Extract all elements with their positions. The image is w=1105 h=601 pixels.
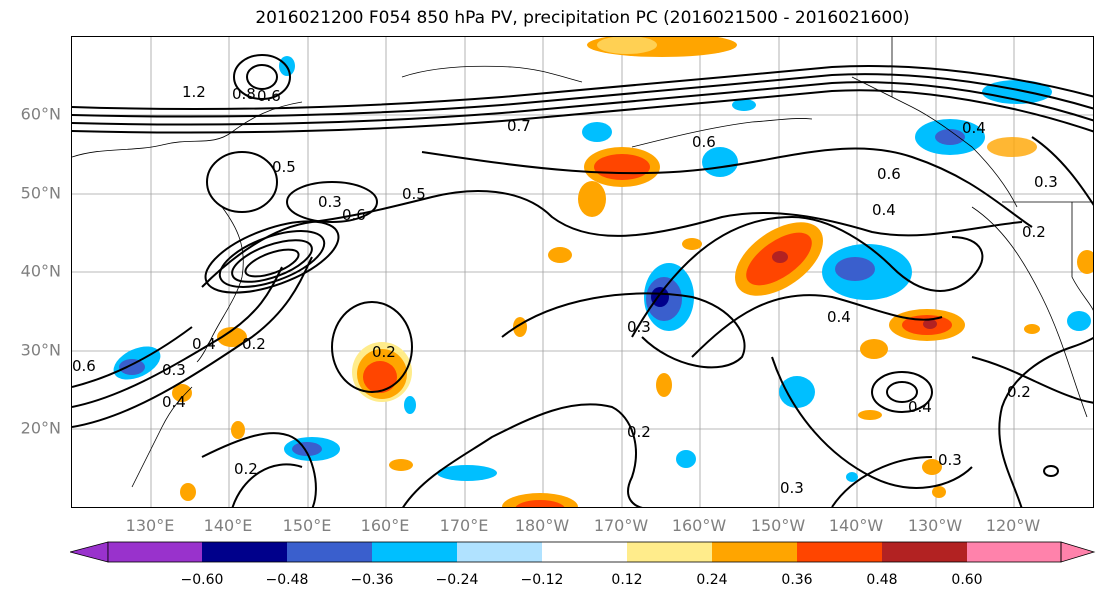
colorbar-tick-label: 0.12 [611,572,643,588]
contour-label: 0.3 [780,479,804,497]
contour-label: 0.6 [877,165,901,183]
lon-label: 130°E [125,516,175,535]
contour-label: 1.2 [182,83,206,101]
contour-label: 0.2 [234,460,258,478]
lat-label: 50°N [20,183,61,203]
lon-label: 120°W [985,516,1041,535]
contour-label: 0.3 [1034,173,1058,191]
lon-label: 170°E [439,516,489,535]
contour-label: 0.2 [242,335,266,353]
colorbar-tick-label: −0.24 [435,572,479,588]
lon-label: 130°W [907,516,963,535]
colorbar-tick-label: −0.48 [265,572,309,588]
lat-label: 40°N [20,261,61,281]
lon-label: 140°W [828,516,884,535]
coastlines [72,37,1093,488]
colorbar-tick-label: 0.24 [696,572,728,588]
contour-label: 0.3 [162,361,186,379]
contour-label: 0.3 [318,193,342,211]
lat-label: 20°N [20,418,61,438]
contour-label: 0.3 [627,318,651,336]
lon-label: 170°W [593,516,649,535]
contour-label: 0.6 [342,206,366,224]
colorbar-swatch [457,542,542,562]
colorbar-tick-label: 0.60 [951,572,983,588]
contour-label: 0.5 [402,185,426,203]
contour-label: 0.2 [1007,383,1031,401]
lon-label: 150°E [282,516,332,535]
colorbar-swatch [372,542,457,562]
colorbar-swatch [108,542,202,562]
lon-label: 160°E [360,516,410,535]
colorbar-tick-label: −0.36 [350,572,394,588]
contour-label: 0.2 [627,423,651,441]
colorbar-swatch [797,542,882,562]
contour-label: 0.6 [692,133,716,151]
contour-label: 0.2 [372,343,396,361]
lat-label: 60°N [20,104,61,124]
colorbar-outline [107,541,1062,563]
map-canvas: 1.2 0.8 0.6 0.7 0.5 0.3 0.6 0.5 0.6 0.4 … [72,37,1093,507]
colorbar-extend-min [70,541,109,563]
colorbar-swatch [882,542,967,562]
contour-label: 0.2 [1022,223,1046,241]
pv-contours [72,54,1093,507]
lon-label: 160°W [671,516,727,535]
colorbar-swatch [202,542,287,562]
contour-label: 0.4 [162,393,186,411]
colorbar-tick-label: −0.12 [520,572,564,588]
contour-label: 0.3 [938,451,962,469]
contour-label: 0.6 [257,87,281,105]
colorbar-swatch [287,542,372,562]
lat-label: 30°N [20,340,61,360]
contour-label: 0.8 [232,85,256,103]
lon-label: 150°W [750,516,806,535]
contour-label: 0.5 [272,158,296,176]
graticule [72,37,1093,507]
contour-label: 0.4 [872,201,896,219]
contour-label: 0.4 [908,398,932,416]
map-panel: 1.2 0.8 0.6 0.7 0.5 0.3 0.6 0.5 0.6 0.4 … [71,36,1094,508]
colorbar-extend-max [1060,541,1096,563]
map-title: 2016021200 F054 850 hPa PV, precipitatio… [255,8,910,28]
colorbar-swatch [967,542,1061,562]
precip-shading [113,37,1093,507]
colorbar-swatch [627,542,712,562]
contour-label: 0.4 [192,335,216,353]
lon-label: 140°E [203,516,253,535]
colorbar [70,541,1096,563]
colorbar-tick-label: 0.36 [781,572,813,588]
contour-label: 0.4 [962,119,986,137]
colorbar-tick-label: −0.60 [180,572,224,588]
colorbar-swatch [712,542,797,562]
contour-label: 0.7 [507,117,531,135]
contour-label: 0.6 [72,357,96,375]
lon-label: 180°W [514,516,570,535]
contour-label: 0.4 [827,308,851,326]
colorbar-swatch [542,542,627,562]
colorbar-tick-label: 0.48 [866,572,898,588]
contour-label-group: 1.2 0.8 0.6 0.7 0.5 0.3 0.6 0.5 0.6 0.4 … [72,83,1058,497]
